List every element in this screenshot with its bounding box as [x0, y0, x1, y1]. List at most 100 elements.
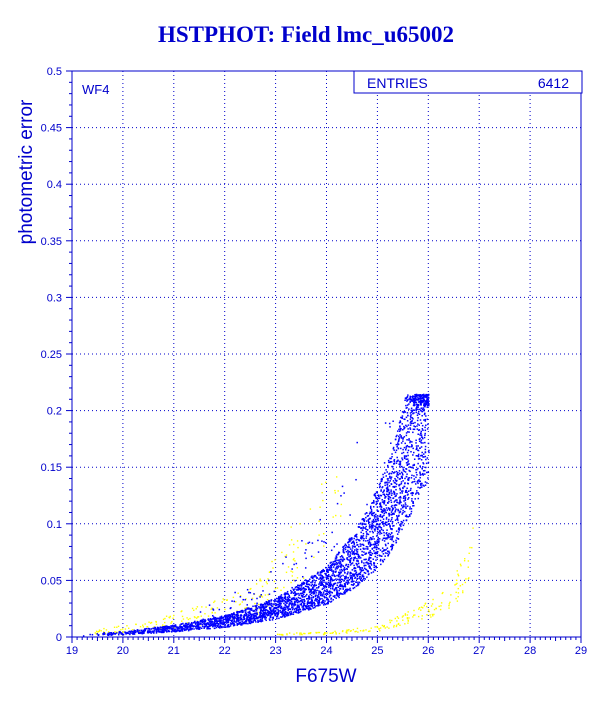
scatter-point — [402, 411, 405, 414]
scatter-point — [120, 633, 123, 635]
scatter-point — [162, 627, 165, 630]
scatter-point — [254, 617, 256, 620]
scatter-point — [235, 621, 237, 623]
scatter-point — [342, 545, 345, 548]
scatter-point — [406, 412, 409, 414]
scatter-point — [387, 502, 389, 504]
scatter-point — [283, 614, 286, 617]
scatter-point — [385, 469, 387, 471]
scatter-point-outlier — [213, 616, 215, 618]
scatter-point-yellow — [113, 626, 116, 628]
scatter-point — [412, 502, 415, 504]
scatter-point-yellow — [189, 617, 191, 620]
scatter-point — [362, 527, 364, 529]
scatter-point — [343, 558, 345, 560]
scatter-point — [150, 632, 152, 634]
scatter-point — [254, 619, 257, 622]
scatter-point — [352, 587, 355, 590]
scatter-point-yellow — [350, 629, 352, 632]
scatter-point-yellow — [457, 573, 459, 575]
scatter-point — [300, 589, 302, 592]
scatter-point-yellow — [282, 634, 284, 636]
scatter-point — [199, 626, 201, 629]
scatter-point — [422, 437, 424, 440]
scatter-point — [359, 567, 362, 569]
scatter-point — [259, 609, 262, 611]
scatter-point — [311, 601, 313, 603]
scatter-point — [287, 613, 289, 615]
scatter-point — [421, 397, 423, 400]
scatter-point — [288, 612, 290, 614]
scatter-point — [374, 546, 376, 549]
scatter-point — [416, 481, 419, 483]
scatter-point — [326, 603, 329, 605]
scatter-point-yellow — [239, 603, 242, 605]
scatter-point — [337, 562, 339, 565]
scatter-point — [363, 571, 366, 574]
scatter-point — [342, 593, 344, 595]
scatter-point — [420, 459, 423, 461]
scatter-point — [201, 621, 203, 624]
scatter-point — [371, 538, 373, 540]
scatter-point — [416, 468, 418, 471]
scatter-point — [413, 458, 416, 460]
scatter-point — [306, 593, 308, 596]
scatter-point — [329, 585, 332, 588]
scatter-point — [376, 551, 379, 553]
y-tick-label: 0.15 — [41, 462, 62, 474]
scatter-point — [406, 494, 409, 496]
scatter-point — [395, 462, 398, 464]
scatter-point — [399, 510, 401, 512]
scatter-point — [344, 582, 346, 585]
scatter-point — [406, 473, 408, 475]
scatter-point — [411, 395, 413, 398]
scatter-point — [268, 612, 270, 614]
scatter-point — [361, 523, 364, 526]
scatter-point — [314, 594, 317, 597]
scatter-point — [414, 395, 417, 398]
scatter-point — [269, 603, 271, 606]
scatter-point — [390, 483, 393, 486]
scatter-point — [118, 631, 121, 633]
x-tick-label: 25 — [371, 645, 383, 657]
scatter-point — [163, 629, 165, 631]
scatter-point-yellow — [210, 608, 212, 610]
scatter-point-outlier — [239, 596, 242, 598]
scatter-point — [354, 577, 356, 579]
scatter-point-outlier — [323, 541, 325, 543]
scatter-point — [273, 613, 276, 615]
scatter-point — [166, 625, 168, 627]
scatter-point — [417, 417, 419, 419]
scatter-point — [129, 631, 132, 633]
scatter-point — [393, 459, 395, 462]
scatter-point — [281, 607, 283, 609]
scatter-point-yellow — [457, 592, 460, 594]
scatter-point-yellow — [463, 559, 466, 562]
scatter-point — [295, 611, 298, 613]
scatter-point — [387, 513, 390, 515]
scatter-point — [326, 599, 328, 601]
scatter-point — [409, 440, 412, 443]
scatter-point — [427, 442, 430, 445]
scatter-point — [236, 624, 238, 626]
scatter-point — [417, 497, 420, 500]
scatter-point-yellow — [299, 633, 301, 636]
scatter-point — [288, 598, 291, 601]
scatter-point — [392, 480, 395, 482]
scatter-point-outlier — [268, 579, 270, 582]
scatter-point — [401, 513, 403, 515]
scatter-point — [327, 601, 329, 603]
scatter-point — [377, 517, 379, 520]
scatter-point-yellow — [340, 503, 343, 506]
scatter-point — [340, 575, 342, 577]
scatter-point — [374, 569, 377, 572]
scatter-point — [287, 609, 289, 612]
scatter-point — [163, 626, 166, 628]
scatter-point — [301, 584, 303, 586]
y-tick-label: 0.25 — [41, 349, 62, 361]
scatter-point — [414, 483, 417, 485]
scatter-point — [408, 477, 411, 479]
scatter-point — [224, 626, 227, 628]
scatter-point — [233, 624, 236, 626]
scatter-point-yellow — [345, 630, 348, 632]
